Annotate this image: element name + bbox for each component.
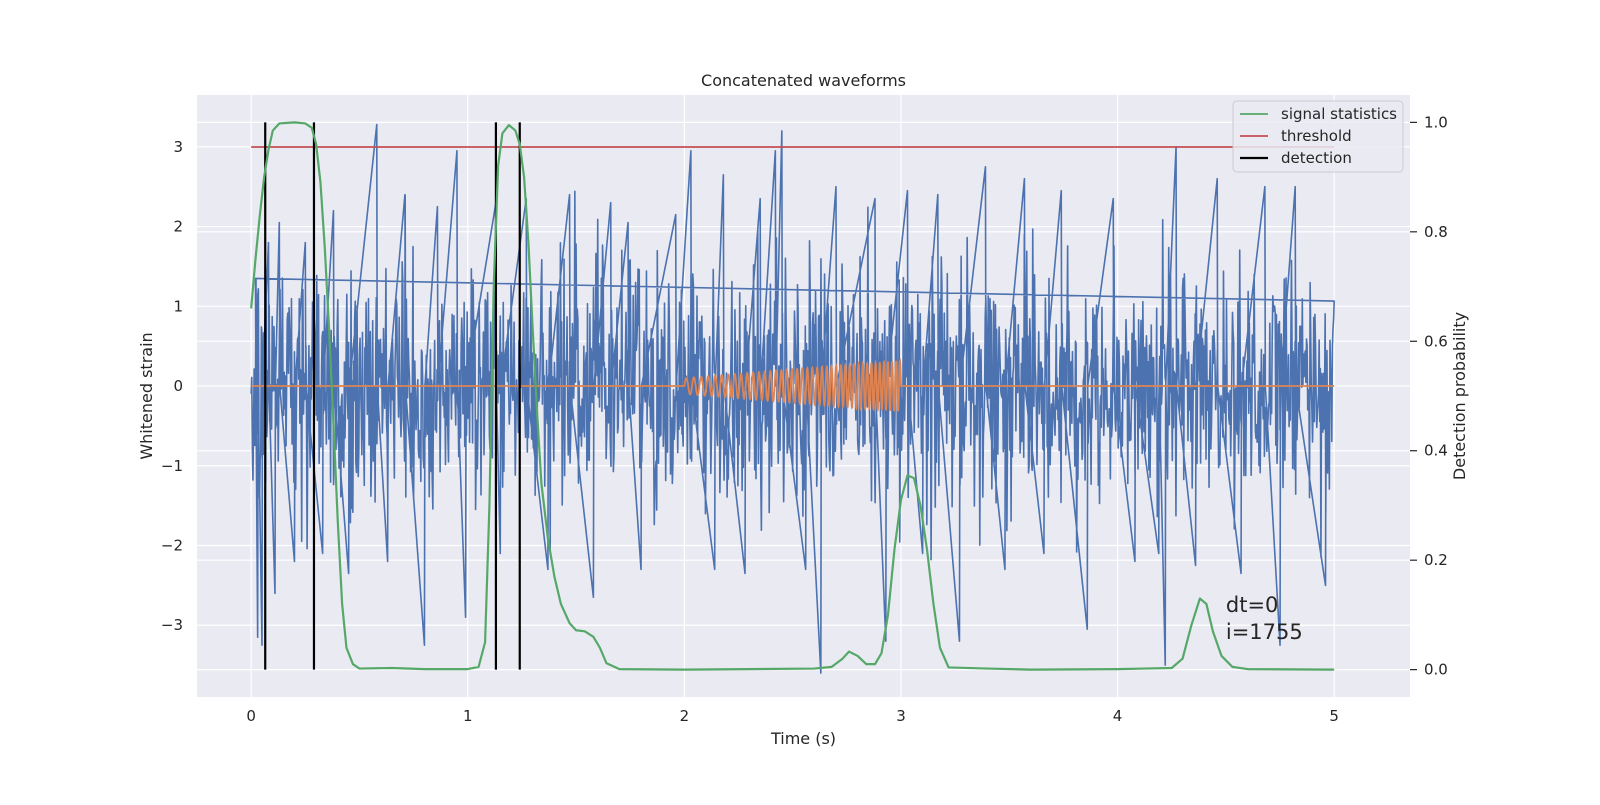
- y-tick-label-2: −1: [161, 457, 183, 475]
- strain-series: [250, 123, 1335, 674]
- axes: 0 1 2 3 4 5 −3 −2 −1 0 1 2 3 0.0 0.2 0.4 0.6 0.8 1.0: [161, 113, 1448, 725]
- y2-tick-label-3: 0.6: [1424, 332, 1448, 350]
- x-tick-label-1: 1: [463, 707, 473, 725]
- signal-statistics-series: [250, 121, 1335, 671]
- x-axis-label: Time (s): [770, 729, 836, 748]
- legend: signal statistics threshold detection: [1232, 100, 1404, 173]
- x-tick-label-5: 5: [1329, 707, 1339, 725]
- legend-box: [1232, 100, 1404, 173]
- plot-series: [250, 121, 1335, 674]
- x-tick-label-4: 4: [1113, 707, 1123, 725]
- y-tick-label-5: 2: [173, 218, 183, 236]
- y-tick-label-0: −3: [161, 616, 183, 634]
- y2-tick-label-5: 1.0: [1424, 113, 1448, 131]
- x-tick-label-3: 3: [896, 707, 906, 725]
- injected-signal-series: [251, 358, 1335, 413]
- annotation-dt: dt=0: [1226, 593, 1279, 617]
- y-tick-label-1: −2: [161, 537, 183, 555]
- y-tick-label-3: 0: [173, 377, 183, 395]
- x-tick-label-2: 2: [680, 707, 690, 725]
- y-tick-label-4: 1: [173, 297, 183, 315]
- y-tick-label-6: 3: [173, 138, 183, 156]
- annotation-index: i=1755: [1226, 620, 1303, 644]
- y2-tick-label-4: 0.8: [1424, 223, 1448, 241]
- y2-tick-label-2: 0.4: [1424, 442, 1448, 460]
- x-tick-label-0: 0: [246, 707, 256, 725]
- y2-axis-label: Detection probability: [1450, 312, 1469, 480]
- y2-tick-label-1: 0.2: [1424, 551, 1448, 569]
- legend-label-threshold: threshold: [1281, 127, 1352, 145]
- legend-label-signal-statistics: signal statistics: [1281, 105, 1397, 123]
- legend-label-detection: detection: [1281, 149, 1352, 167]
- y2-tick-label-0: 0.0: [1424, 661, 1448, 679]
- y-axis-label: Whitened strain: [137, 332, 156, 459]
- chart-title: Concatenated waveforms: [701, 71, 906, 90]
- annotations: dt=0 i=1755: [1226, 593, 1303, 644]
